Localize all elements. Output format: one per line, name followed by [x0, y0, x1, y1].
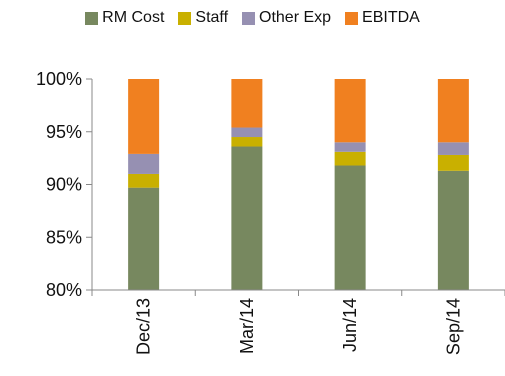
bar-segment [334, 151, 366, 166]
bar-segment [128, 187, 160, 290]
legend-swatch [178, 11, 192, 25]
bar-segment [128, 173, 160, 188]
legend-swatch [345, 11, 359, 25]
legend-item: EBITDA [345, 9, 420, 27]
bar-segment [231, 79, 263, 128]
y-tick-label: 100% [36, 69, 82, 89]
y-tick-label: 85% [46, 227, 82, 247]
bar-segment [437, 154, 469, 171]
legend-swatch [242, 11, 256, 25]
x-tick-label: Jun/14 [340, 298, 360, 352]
y-tick-label: 95% [46, 122, 82, 142]
bar-segment [231, 127, 263, 138]
bar-segment [437, 142, 469, 155]
bar-segment [231, 146, 263, 290]
legend-label: EBITDA [362, 9, 420, 26]
bar-segment [334, 79, 366, 143]
legend-label: RM Cost [102, 9, 165, 26]
bar-segment [437, 170, 469, 290]
legend-label: Staff [195, 9, 229, 26]
x-tick-label: Sep/14 [443, 298, 463, 355]
bar-segment [231, 137, 263, 147]
bar-segment [334, 142, 366, 152]
bar-segment [128, 153, 160, 174]
x-tick-label: Dec/13 [134, 298, 154, 355]
y-tick-label: 90% [46, 175, 82, 195]
legend-label: Other Exp [259, 9, 332, 26]
bars-group [128, 79, 469, 290]
axes-group: 80% 85% 90% 95% 100% Dec/13 Mar/14 Jun/14 Sep/14 [36, 69, 505, 355]
legend-swatch [85, 11, 99, 25]
legend-item: Other Exp [242, 9, 331, 27]
bar-segment [334, 165, 366, 290]
bar-segment [437, 79, 469, 143]
legend-item: Staff [178, 9, 228, 27]
bar-segment [128, 79, 160, 154]
legend: RM Cost Staff Other Exp EBITDA [0, 9, 505, 27]
x-tick-label: Mar/14 [237, 298, 257, 354]
legend-item: RM Cost [85, 9, 164, 27]
y-tick-label: 80% [46, 280, 82, 300]
